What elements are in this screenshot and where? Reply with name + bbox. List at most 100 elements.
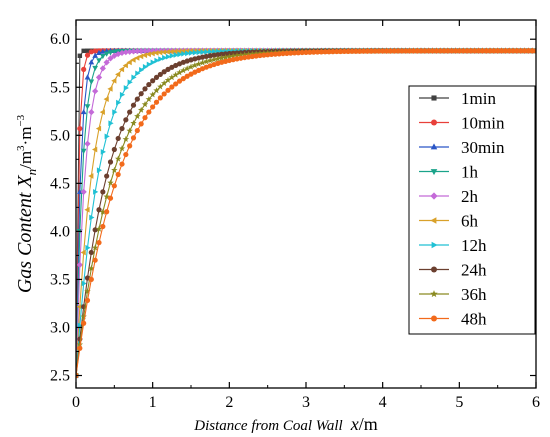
data-point [127, 143, 133, 149]
data-point [154, 57, 160, 64]
y-axis-unit-sup2: −3 [15, 114, 27, 126]
data-point [437, 48, 443, 54]
data-point [353, 48, 359, 54]
data-point [383, 48, 390, 54]
legend-marker [431, 266, 437, 273]
data-point [122, 49, 129, 56]
x-tick-label: 6 [532, 394, 540, 411]
data-point [111, 146, 117, 153]
data-point [81, 320, 87, 326]
data-point [115, 135, 121, 142]
legend-marker [430, 192, 438, 200]
data-point [134, 127, 140, 134]
data-point [81, 48, 86, 54]
data-point [483, 48, 489, 54]
data-point [92, 52, 99, 58]
data-point [183, 65, 191, 72]
axis-ticks: 0 1 2 3 4 5 6 2.5 3.0 3.5 4.0 4.5 5.0 5.5 6.0 [50, 20, 540, 411]
data-point [334, 48, 340, 55]
data-point [123, 151, 129, 158]
data-point [130, 57, 136, 63]
data-point [118, 145, 126, 152]
data-point [288, 50, 294, 56]
data-point [506, 48, 512, 54]
data-point [92, 146, 98, 153]
data-point [88, 108, 95, 116]
data-point [88, 59, 95, 65]
data-point [219, 51, 225, 57]
data-point [414, 48, 420, 54]
data-point [418, 48, 424, 54]
legend-marker [430, 169, 438, 176]
y-axis-label: Gas Content Xn/m3·m−3 [14, 114, 39, 293]
data-point [206, 57, 214, 64]
data-point [422, 48, 428, 54]
data-point [141, 47, 149, 55]
data-point [104, 173, 110, 179]
data-point [119, 125, 125, 132]
data-point [84, 52, 91, 58]
data-point [188, 71, 194, 77]
data-point [100, 223, 106, 230]
legend-label: 1min [461, 89, 496, 108]
data-point [145, 95, 153, 103]
data-point [464, 48, 470, 54]
data-point [157, 49, 163, 56]
data-point [95, 225, 103, 232]
data-point [210, 56, 218, 63]
data-point [164, 76, 172, 83]
series-48h [76, 48, 536, 379]
data-point [93, 189, 99, 195]
data-point [272, 51, 278, 57]
data-point [84, 74, 91, 80]
data-point [168, 48, 174, 55]
data-point [153, 99, 160, 105]
data-point [265, 52, 271, 58]
y-tick-label: 4.0 [50, 223, 70, 240]
data-point [118, 66, 125, 73]
data-point [226, 53, 233, 60]
data-point [349, 48, 355, 54]
data-point [426, 48, 432, 54]
data-point [88, 265, 95, 272]
data-point [112, 109, 118, 115]
data-point [92, 48, 98, 54]
data-point [111, 49, 118, 55]
data-point [495, 48, 501, 54]
data-point [91, 244, 99, 251]
data-point [88, 79, 95, 85]
data-point [211, 52, 217, 58]
legend-label: 1h [461, 163, 479, 182]
data-point [514, 48, 520, 54]
data-point [123, 85, 129, 91]
data-point [172, 71, 179, 78]
data-point [161, 91, 167, 97]
data-point [92, 88, 99, 95]
data-point [104, 209, 110, 215]
data-point [261, 52, 267, 58]
y-axis-title: Gas Content [14, 192, 36, 293]
data-point [103, 59, 110, 66]
data-point [345, 48, 351, 54]
data-point [150, 59, 156, 66]
data-point [222, 53, 229, 61]
data-point [253, 53, 259, 59]
data-point [268, 51, 275, 58]
data-point [84, 206, 90, 213]
data-point [191, 62, 199, 69]
data-point [498, 48, 505, 54]
data-point [521, 48, 528, 54]
x-tick-label: 3 [302, 394, 310, 411]
legend-item-1h: 1h [419, 163, 479, 182]
legend-marker [430, 143, 438, 150]
data-point [165, 53, 172, 60]
data-point [127, 79, 133, 86]
data-point [399, 48, 405, 54]
data-point [403, 48, 409, 54]
data-point [122, 62, 128, 69]
data-point [85, 244, 91, 251]
legend-item-30min: 30min [419, 138, 505, 157]
y-tick-label: 2.5 [50, 368, 70, 385]
data-point [103, 96, 109, 102]
data-point [337, 48, 344, 55]
